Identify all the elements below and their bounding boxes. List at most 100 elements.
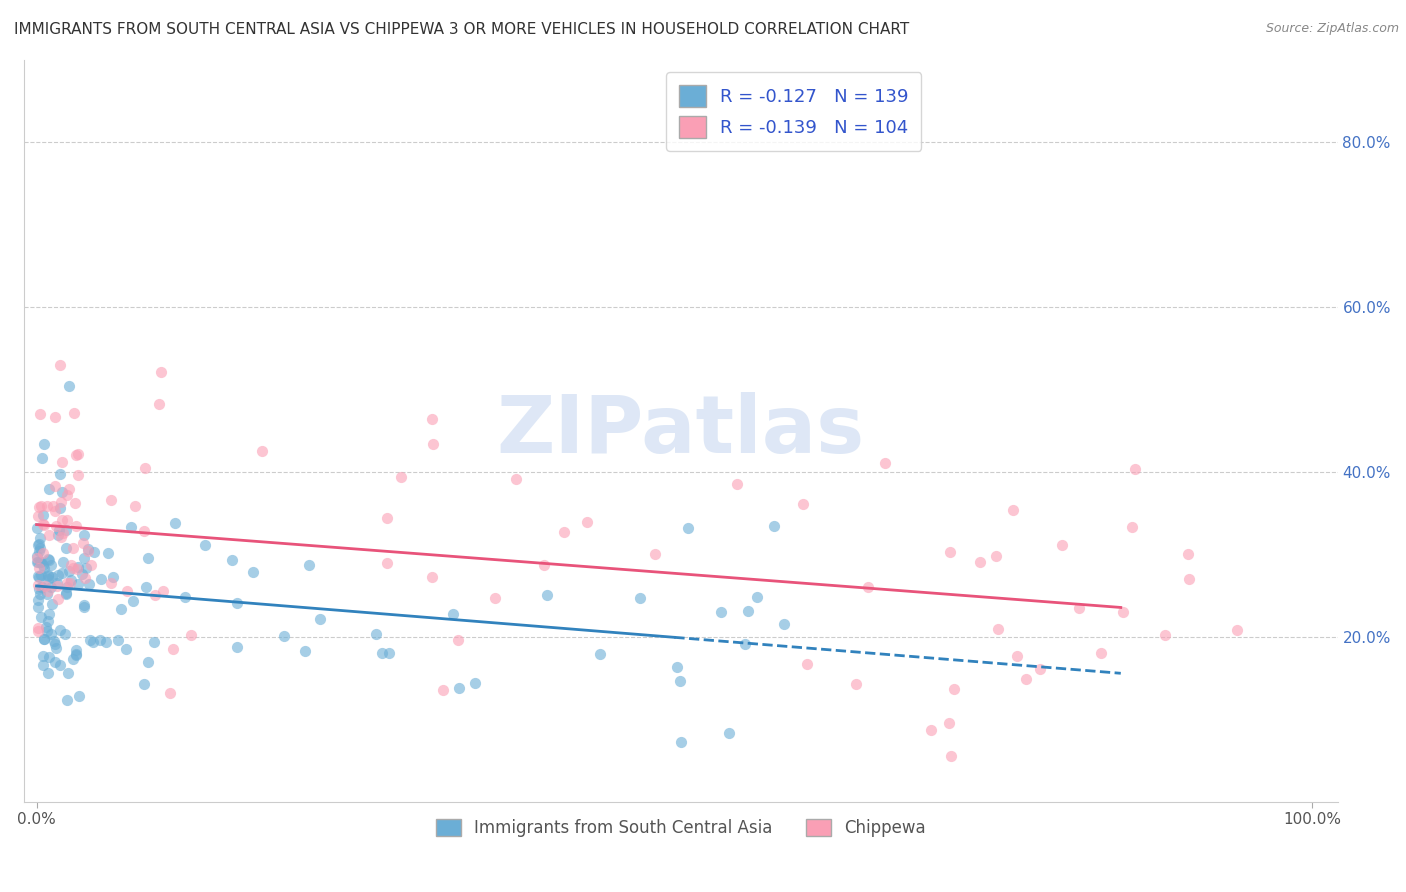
Point bbox=[449, 681, 471, 696]
Point bbox=[45, 519, 67, 533]
Point bbox=[432, 683, 454, 698]
Point bbox=[44, 637, 66, 651]
Point bbox=[38, 553, 60, 567]
Point bbox=[90, 572, 112, 586]
Point bbox=[51, 455, 73, 469]
Point bbox=[30, 555, 52, 569]
Point bbox=[55, 541, 77, 556]
Point bbox=[58, 482, 80, 496]
Point bbox=[37, 583, 59, 598]
Point bbox=[576, 515, 599, 529]
Point bbox=[1177, 548, 1199, 562]
Point bbox=[941, 749, 963, 764]
Point bbox=[59, 576, 82, 591]
Point bbox=[28, 570, 51, 584]
Text: ZIPatlas: ZIPatlas bbox=[496, 392, 865, 469]
Point bbox=[110, 602, 132, 616]
Point bbox=[32, 632, 55, 647]
Point bbox=[27, 599, 49, 614]
Point bbox=[38, 650, 60, 665]
Point bbox=[58, 378, 80, 392]
Point bbox=[1121, 519, 1143, 533]
Point bbox=[25, 521, 48, 535]
Point bbox=[52, 555, 75, 569]
Point bbox=[73, 600, 96, 615]
Point bbox=[97, 546, 120, 560]
Point bbox=[669, 673, 692, 688]
Point bbox=[115, 584, 138, 599]
Point bbox=[845, 677, 868, 691]
Point bbox=[46, 527, 69, 541]
Point bbox=[858, 580, 880, 594]
Point bbox=[536, 588, 558, 602]
Point bbox=[38, 607, 60, 622]
Point bbox=[142, 634, 165, 648]
Point bbox=[44, 634, 66, 648]
Point bbox=[49, 467, 72, 481]
Point bbox=[62, 541, 84, 555]
Point bbox=[375, 511, 398, 525]
Point bbox=[39, 558, 62, 573]
Point bbox=[60, 573, 83, 587]
Point bbox=[370, 646, 392, 660]
Point bbox=[63, 495, 86, 509]
Point bbox=[62, 561, 84, 575]
Point bbox=[32, 658, 55, 673]
Point bbox=[1226, 624, 1249, 638]
Point bbox=[77, 542, 100, 557]
Point bbox=[67, 689, 90, 703]
Text: IMMIGRANTS FROM SOUTH CENTRAL ASIA VS CHIPPEWA 3 OR MORE VEHICLES IN HOUSEHOLD C: IMMIGRANTS FROM SOUTH CENTRAL ASIA VS CH… bbox=[14, 22, 910, 37]
Point bbox=[796, 657, 818, 671]
Point bbox=[44, 504, 66, 518]
Point bbox=[39, 627, 62, 641]
Point bbox=[35, 620, 58, 634]
Point bbox=[73, 570, 96, 584]
Point bbox=[1029, 662, 1052, 676]
Point bbox=[51, 513, 73, 527]
Point bbox=[73, 551, 96, 566]
Point bbox=[772, 616, 794, 631]
Point bbox=[27, 621, 49, 635]
Point bbox=[49, 359, 72, 373]
Point bbox=[28, 560, 51, 574]
Point bbox=[1112, 605, 1135, 619]
Point bbox=[75, 561, 97, 575]
Point bbox=[83, 545, 105, 559]
Point bbox=[366, 627, 388, 641]
Point bbox=[56, 488, 79, 502]
Point bbox=[56, 666, 79, 681]
Point bbox=[134, 524, 156, 538]
Point bbox=[710, 605, 733, 619]
Point bbox=[159, 685, 181, 699]
Point bbox=[37, 572, 59, 586]
Point bbox=[734, 637, 756, 651]
Point bbox=[422, 436, 444, 450]
Point bbox=[31, 450, 53, 465]
Point bbox=[25, 549, 48, 563]
Point bbox=[152, 583, 174, 598]
Point bbox=[25, 551, 48, 566]
Point bbox=[32, 437, 55, 451]
Point bbox=[589, 647, 612, 661]
Point bbox=[149, 365, 172, 379]
Point bbox=[49, 623, 72, 637]
Point bbox=[420, 570, 443, 584]
Point bbox=[32, 508, 55, 522]
Point bbox=[66, 468, 89, 483]
Point bbox=[27, 539, 49, 553]
Text: Source: ZipAtlas.com: Source: ZipAtlas.com bbox=[1265, 22, 1399, 36]
Point bbox=[80, 558, 103, 573]
Point bbox=[45, 640, 67, 655]
Point bbox=[62, 651, 84, 665]
Point bbox=[41, 570, 63, 584]
Point bbox=[644, 547, 666, 561]
Point bbox=[27, 555, 49, 569]
Point bbox=[1001, 503, 1024, 517]
Point bbox=[45, 575, 67, 590]
Point bbox=[273, 629, 295, 643]
Point bbox=[666, 660, 689, 674]
Point bbox=[553, 525, 575, 540]
Point bbox=[65, 448, 87, 462]
Point bbox=[70, 566, 93, 581]
Point bbox=[943, 681, 966, 696]
